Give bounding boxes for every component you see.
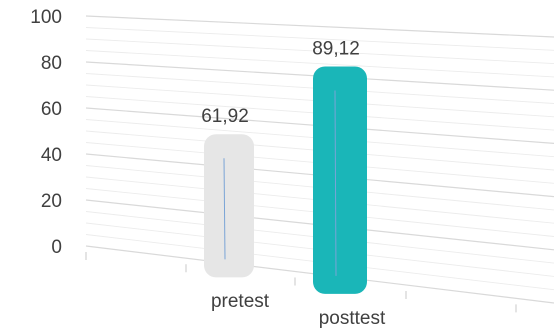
y-tick-label: 80	[41, 53, 62, 74]
y-tick-label: 60	[41, 99, 62, 120]
major-gridline	[85, 15, 554, 38]
minor-gridline	[85, 27, 554, 51]
bar-edge-line	[223, 158, 226, 260]
data-label: 61,92	[201, 106, 249, 127]
x-axis-category-labels: pretest posttest	[211, 291, 386, 329]
y-tick-label: 100	[30, 7, 62, 28]
y-tick-label: 40	[41, 145, 62, 166]
y-tick-label: 20	[41, 191, 62, 212]
bar-posttest	[313, 66, 367, 294]
x-category-label: posttest	[319, 308, 386, 329]
data-labels: 61,92 89,12	[201, 39, 360, 128]
bar-pretest	[204, 134, 254, 278]
bars	[204, 66, 367, 294]
minor-gridline	[85, 38, 554, 65]
y-tick-label: 0	[51, 237, 62, 258]
minor-gridline	[85, 50, 554, 78]
data-label: 89,12	[312, 39, 360, 60]
bar-edge-line	[334, 90, 337, 276]
y-axis-tick-labels: 0 20 40 60 80 100	[30, 7, 62, 258]
x-category-label: pretest	[211, 291, 270, 312]
